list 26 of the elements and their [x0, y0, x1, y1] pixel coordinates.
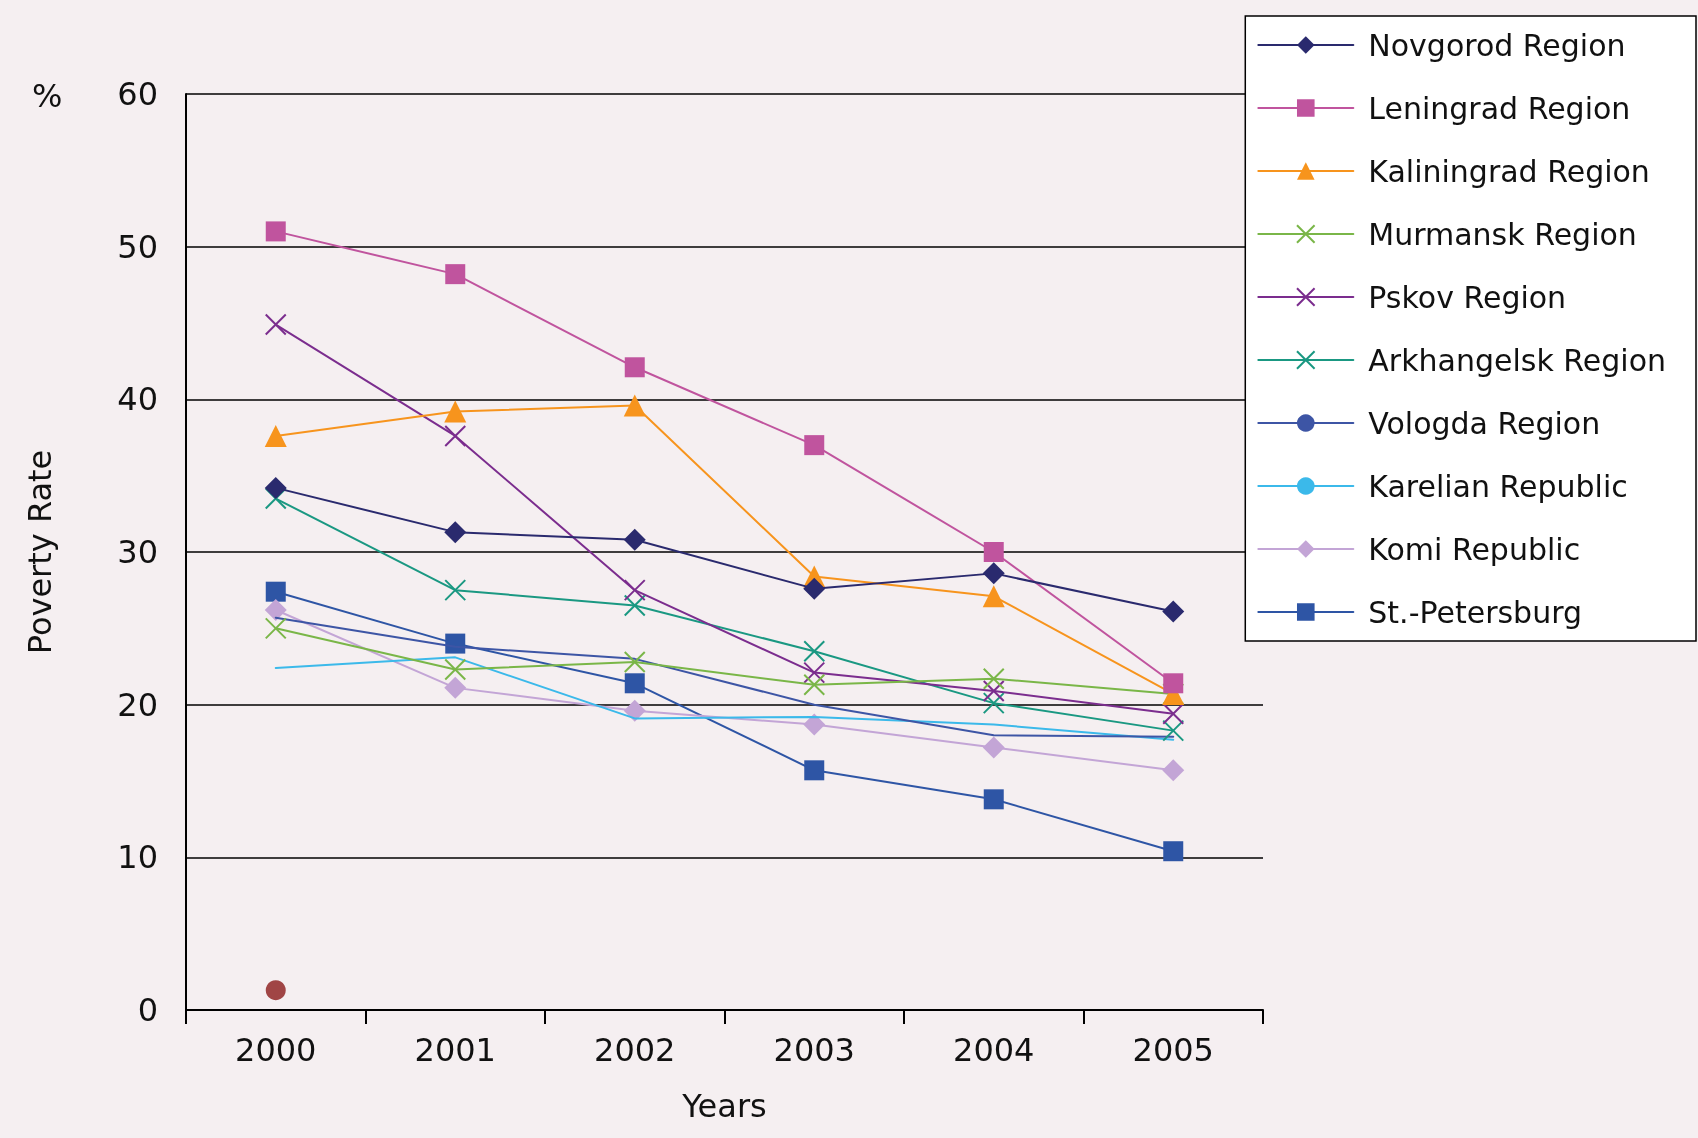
x-axis-title: Years: [681, 1087, 767, 1125]
x-tick-label: 2005: [1132, 1031, 1214, 1069]
y-tick-label: 0: [137, 991, 158, 1029]
legend-label: Leningrad Region: [1368, 90, 1631, 126]
x-tick-label: 2004: [953, 1031, 1035, 1069]
legend-label: Murmansk Region: [1368, 216, 1637, 252]
y-tick-label: 10: [117, 838, 158, 877]
legend-label: Novgorod Region: [1368, 27, 1626, 63]
y-tick-label: 40: [117, 380, 158, 419]
legend-label: Vologda Region: [1368, 405, 1601, 441]
legend-label: Pskov Region: [1368, 279, 1567, 315]
x-tick-label: 2002: [594, 1031, 676, 1069]
legend-label: Arkhangelsk Region: [1368, 342, 1666, 378]
legend-label: Komi Republic: [1368, 531, 1581, 567]
x-tick-label: 2000: [235, 1031, 317, 1069]
y-axis-title: Poverty Rate: [21, 449, 59, 655]
y-tick-label: 30: [117, 533, 158, 571]
legend-label: Karelian Republic: [1368, 468, 1628, 504]
x-tick-label: 2001: [414, 1031, 496, 1069]
x-tick-label: 2003: [773, 1031, 855, 1069]
legend-label: Kaliningrad Region: [1368, 153, 1650, 189]
y-tick-label: 60: [117, 75, 158, 113]
y-tick-label: 50: [117, 227, 158, 266]
legend-label: St.-Petersburg: [1368, 594, 1583, 630]
text: %: [32, 77, 63, 115]
y-tick-label: 20: [117, 685, 158, 724]
